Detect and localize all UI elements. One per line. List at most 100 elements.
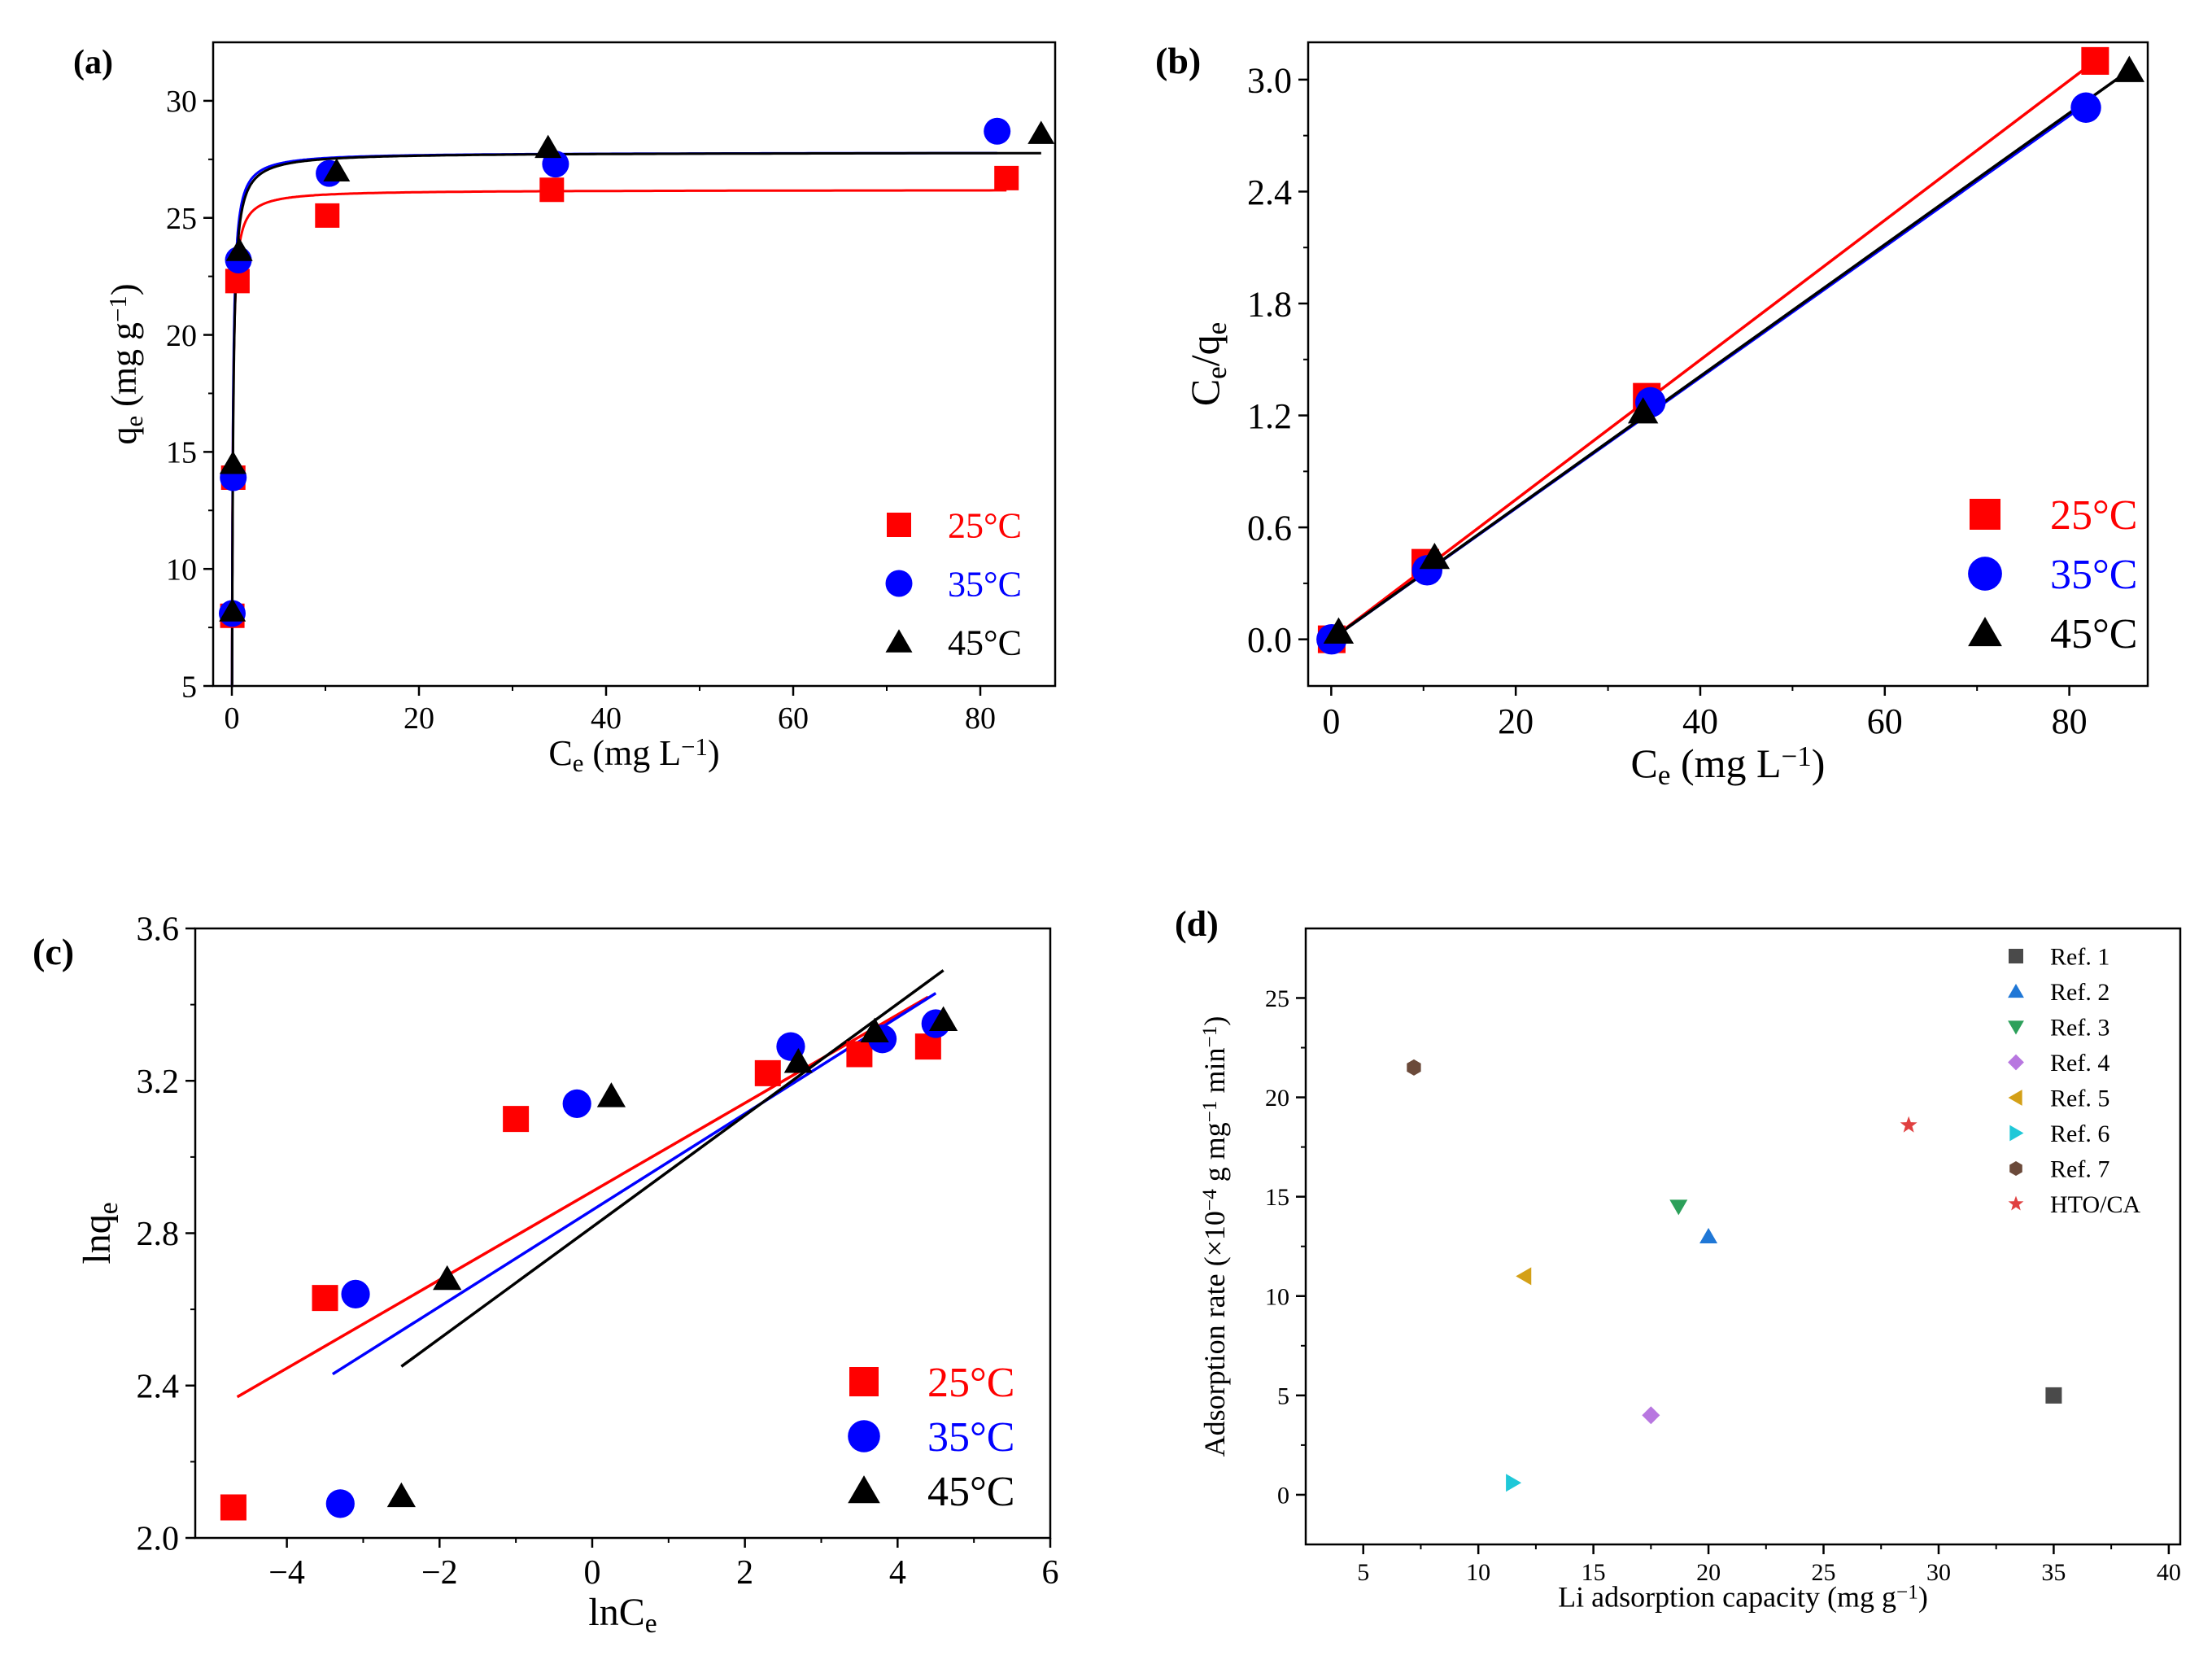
data-point [1699,1228,1718,1243]
legend-label: 45°C [948,622,1022,662]
x-axis-label: lnCe [588,1591,657,1639]
y-tick-label: 1.2 [1247,396,1292,436]
plot-frame [1304,927,2182,1546]
data-point [1642,1406,1660,1425]
panel-label: (c) [33,931,74,972]
y-axis-label: Ce/qe [1182,322,1233,406]
panel-label: (d) [1175,904,1219,944]
data-point [1516,1267,1532,1286]
legend-label: 35°C [948,564,1022,604]
data-point [754,1059,781,1086]
legend-marker [1968,557,2002,591]
x-tick-label: 80 [2052,701,2088,741]
data-point [386,1482,416,1508]
x-tick-label: 20 [404,701,434,736]
y-axis-label: Adsorption rate (×10−4 g mg−1 min−1) [1198,1016,1231,1457]
panel-a: 0 20 40 60 80 5 10 15 20 25 30 (a) Ce (mg L−1) qe (mg… [73,41,1057,777]
y-tick-label: 2.8 [137,1216,180,1253]
x-tick-label: −4 [268,1554,305,1592]
legend-marker [2009,1161,2022,1176]
data-point [1900,1116,1918,1133]
y-tick-label: 5 [181,670,197,704]
legend-marker [2008,1020,2024,1035]
y-tick-label: 25 [166,202,197,236]
legend-marker [885,570,913,597]
data-point [1027,120,1055,144]
x-tick-label: 35 [2041,1559,2066,1586]
fit-curve [230,189,1007,688]
x-tick-label: 20 [1696,1559,1721,1586]
data-point [1627,397,1659,424]
x-tick-label: 40 [2157,1559,2181,1586]
legend-marker [848,1420,880,1452]
legend-label: 25°C [927,1360,1014,1406]
legend-label: 35°C [927,1414,1014,1461]
legend-label: 25°C [948,505,1022,545]
legend-marker [887,513,911,537]
x-axis-label: Ce (mg L−1) [548,733,719,777]
data-point [929,1006,958,1031]
y-tick-label: 25 [1265,985,1289,1012]
data-point [1669,1199,1688,1216]
fit-line [331,992,937,1376]
x-tick-label: 0 [225,701,240,736]
legend: 25°C 35°C 45°C [1968,492,2137,657]
legend-marker [2009,949,2023,963]
data-point [2081,46,2109,75]
data-point [341,1279,370,1308]
data-point [323,158,351,181]
data-point [219,450,247,474]
legend-label: Ref. 6 [2050,1120,2109,1147]
legend-marker [2008,1090,2022,1106]
data-point [1506,1474,1522,1492]
y-tick-label: 2.4 [1247,173,1292,212]
plot-frame [1307,41,2149,688]
legend-marker [885,629,913,653]
legend: 25°C 35°C 45°C [848,1360,1014,1515]
y-tick-label: 10 [1265,1283,1289,1310]
data-point [534,134,562,159]
legend-label: Ref. 4 [2050,1050,2109,1077]
legend-label: Ref. 3 [2050,1015,2109,1042]
x-tick-label: 40 [1682,701,1718,741]
legend: Ref. 1 Ref. 2 Ref. 3 Ref. 4 Ref. 5 Ref. 6 Ref.… [2008,944,2140,1218]
legend-label: Ref. 5 [2050,1085,2109,1112]
x-axis-label: Li adsorption capacity (mg g−1) [1558,1581,1928,1614]
y-tick-label: 15 [1265,1184,1289,1211]
x-tick-label: 60 [1867,701,1903,741]
legend-label: 45°C [2050,611,2137,657]
fit-line [1330,59,2096,641]
legend: 25°C 35°C 45°C [885,505,1022,662]
panel-d: 5 10 15 20 25 30 35 40 0 5 10 15 20 25 (d) Li adsorptio… [1175,904,2182,1614]
legend-marker [848,1475,880,1504]
legend-marker [1970,499,2000,530]
x-tick-label: 2 [736,1554,753,1592]
fit-line [1330,68,2131,641]
x-tick-label: 40 [591,701,622,736]
x-axis-label: Ce (mg L−1) [1631,740,1826,791]
x-tick-label: 30 [1926,1559,1951,1586]
fit-curve [230,151,1041,688]
data-point [1323,617,1355,644]
data-point [225,269,250,294]
x-tick-label: 5 [1357,1559,1369,1586]
data-point [315,203,340,228]
y-tick-label: 2.0 [137,1521,180,1558]
y-tick-label: 3.6 [137,911,180,949]
legend-marker [2009,1125,2024,1142]
data-point [220,1494,247,1521]
y-tick-label: 10 [166,553,197,587]
x-tick-label: 6 [1042,1554,1059,1592]
panel-c: −4 −2 0 2 4 6 2.0 2.4 2.8 3.2 3.6 (c) lnCe lnqe 25°C 35… [33,911,1059,1639]
x-tick-label: 10 [1466,1559,1490,1586]
plot-frame [212,41,1057,688]
x-tick-label: 80 [965,701,996,736]
data-point [2114,55,2145,82]
data-point [325,1489,355,1518]
fit-line [400,969,945,1368]
y-tick-label: 3.2 [137,1064,180,1101]
legend-marker [2008,1054,2024,1071]
data-point [1407,1059,1421,1076]
legend-label: Ref. 7 [2050,1156,2109,1183]
